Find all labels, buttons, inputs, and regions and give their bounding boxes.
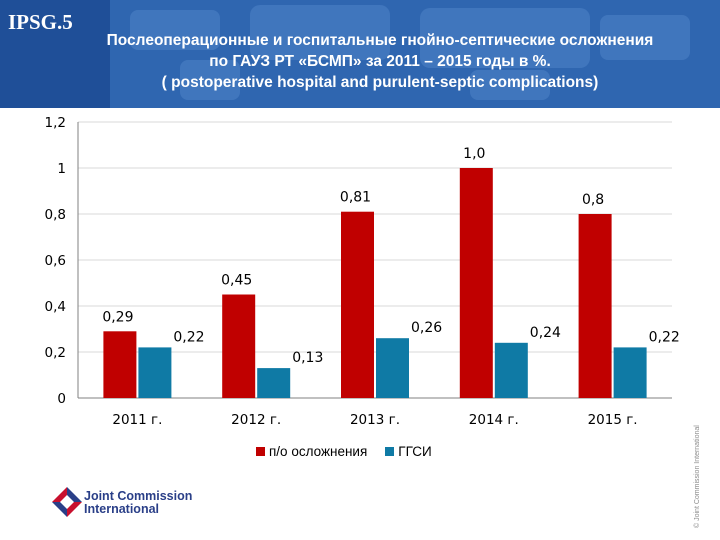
bar-series-2 bbox=[376, 338, 409, 398]
legend-item-series-2: ГГСИ bbox=[385, 444, 432, 459]
y-tick-label: 0,4 bbox=[45, 299, 66, 315]
bar-series-2 bbox=[257, 368, 291, 398]
y-tick-label: 1,2 bbox=[45, 115, 66, 131]
bar-series-1 bbox=[459, 168, 493, 398]
bar-series-1 bbox=[222, 294, 256, 398]
bar-series-1 bbox=[103, 331, 137, 398]
data-label-series-1: 0,81 bbox=[340, 190, 371, 206]
data-label-series-1: 0,29 bbox=[102, 309, 133, 325]
jci-logo-line-1: Joint Commission bbox=[84, 489, 193, 503]
title-line-2: по ГАУЗ РТ «БСМП» за 2011 – 2015 годы в … bbox=[209, 53, 551, 70]
legend-item-series-1: п/о осложнения bbox=[256, 444, 367, 459]
title-line-3: ( postoperative hospital and purulent-se… bbox=[161, 74, 599, 91]
data-label-series-2: 0,24 bbox=[530, 325, 561, 341]
y-tick-label: 1 bbox=[57, 161, 66, 177]
chart-legend: п/о осложнения ГГСИ bbox=[256, 444, 450, 459]
legend-label-series-1: п/о осложнения bbox=[269, 444, 368, 459]
legend-swatch-series-2 bbox=[385, 447, 395, 456]
y-tick-label: 0,2 bbox=[45, 345, 66, 361]
jci-logo-text: Joint Commission International bbox=[84, 490, 192, 516]
x-tick-label: 2011 г. bbox=[112, 412, 162, 428]
data-label-series-1: 0,45 bbox=[221, 273, 252, 289]
bar-series-1 bbox=[341, 211, 374, 398]
data-label-series-1: 0,8 bbox=[582, 192, 604, 208]
bar-series-2 bbox=[138, 347, 172, 398]
jci-logo-line-2: International bbox=[84, 502, 160, 516]
x-tick-label: 2014 г. bbox=[469, 412, 519, 428]
world-map-pattern bbox=[130, 5, 690, 100]
x-tick-label: 2013 г. bbox=[350, 412, 400, 428]
data-label-series-2: 0,22 bbox=[649, 329, 680, 345]
slide-title: Послеоперационные и госпитальные гнойно-… bbox=[40, 30, 720, 93]
data-label-series-1: 1,0 bbox=[463, 146, 485, 162]
y-tick-label: 0 bbox=[57, 391, 66, 407]
y-tick-label: 0,6 bbox=[45, 253, 66, 269]
copyright-note: © Joint Commission International bbox=[694, 425, 701, 528]
y-tick-label: 0,8 bbox=[45, 207, 66, 223]
x-tick-label: 2012 г. bbox=[231, 412, 281, 428]
legend-label-series-2: ГГСИ bbox=[398, 444, 432, 459]
jci-logo-icon bbox=[52, 487, 82, 517]
data-label-series-2: 0,26 bbox=[411, 320, 442, 336]
bar-series-2 bbox=[613, 347, 647, 398]
bar-series-1 bbox=[578, 214, 612, 398]
x-tick-label: 2015 г. bbox=[588, 412, 638, 428]
bar-series-2 bbox=[494, 342, 528, 398]
data-label-series-2: 0,13 bbox=[292, 350, 323, 366]
header-left-pane bbox=[0, 0, 110, 108]
slide-header: IPSG.5 Послеоперационные и госпитальные … bbox=[0, 0, 720, 108]
data-label-series-2: 0,22 bbox=[173, 329, 204, 345]
legend-swatch-series-1 bbox=[256, 447, 265, 456]
standard-code: IPSG.5 bbox=[8, 10, 73, 34]
title-line-1: Послеоперационные и госпитальные гнойно-… bbox=[106, 32, 654, 49]
